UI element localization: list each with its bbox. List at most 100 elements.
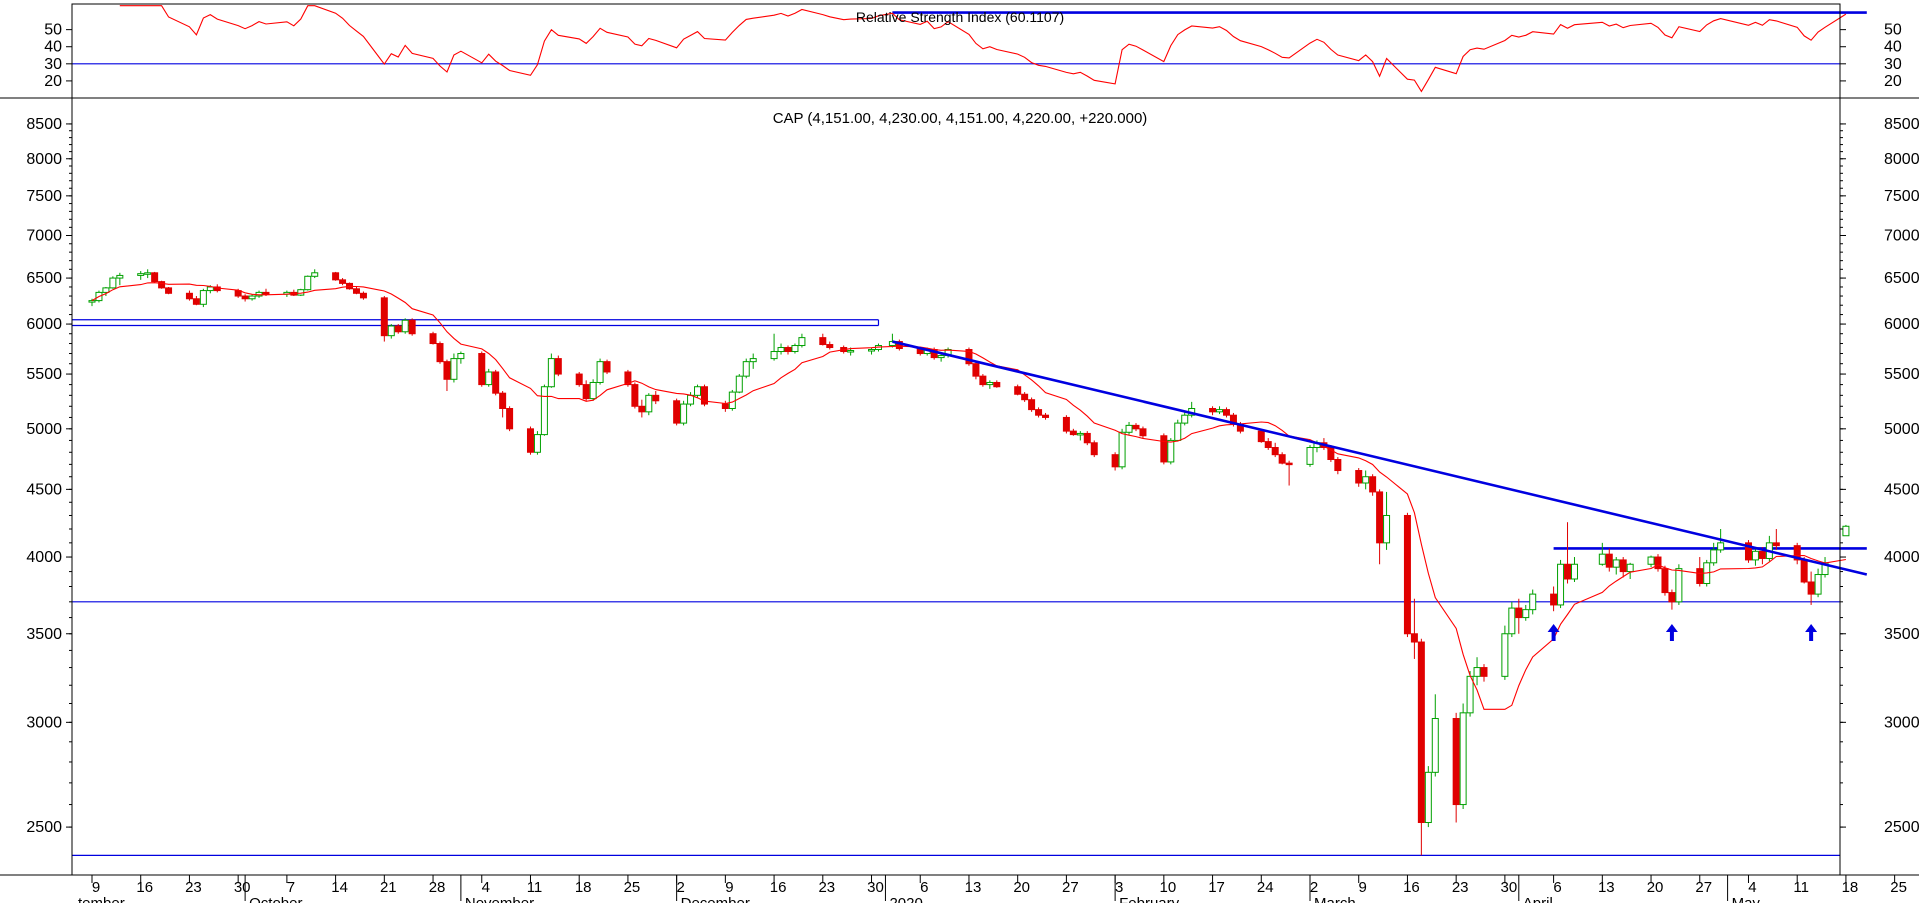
candle-body — [1522, 609, 1530, 619]
x-day-label: 30 — [234, 879, 251, 896]
x-month-label: April — [1523, 895, 1553, 903]
x-day-label: 27 — [1695, 879, 1712, 896]
candle-body — [582, 384, 590, 400]
downtrend-line — [892, 340, 1868, 576]
price-tick-label-left: 3500 — [26, 626, 62, 643]
candle-body — [394, 325, 402, 333]
candle-body — [1466, 675, 1474, 714]
x-day-label: 16 — [1403, 879, 1420, 896]
candle-body — [1222, 409, 1230, 416]
candle-body — [401, 319, 409, 333]
candle-body — [721, 403, 729, 409]
price-tick-label-left: 3000 — [26, 714, 62, 731]
candle-body — [1598, 553, 1606, 565]
candle-body — [847, 350, 855, 353]
rsi-tick-label-left: 30 — [44, 56, 62, 73]
candle-body — [1216, 409, 1224, 413]
candle-body — [436, 343, 444, 363]
x-day-label: 20 — [1013, 879, 1030, 896]
candle-body — [1793, 545, 1801, 561]
candle-body — [165, 287, 173, 294]
moving-average-layer — [91, 282, 1846, 710]
candle-body — [1744, 542, 1752, 561]
up-arrow-icon — [1665, 623, 1678, 641]
x-day-label: 3 — [1115, 879, 1123, 896]
candle-body — [380, 297, 388, 337]
candle-body — [387, 325, 395, 337]
x-day-label: 23 — [1452, 879, 1469, 896]
candle-body — [652, 394, 660, 402]
x-day-label: 30 — [1501, 879, 1518, 896]
x-day-label: 25 — [1890, 879, 1907, 896]
candle-body — [700, 386, 708, 405]
candle-body — [993, 381, 1001, 388]
candle-body — [784, 347, 792, 353]
candle-body — [429, 333, 437, 345]
candle-body — [770, 351, 778, 360]
candle-body — [645, 394, 653, 413]
candle-body — [1570, 563, 1578, 580]
rsi-tick-label-right: 20 — [1884, 73, 1902, 90]
candle-body — [1035, 409, 1043, 416]
candle-body — [540, 386, 548, 436]
x-day-label: 11 — [1793, 879, 1809, 896]
x-day-label: 9 — [92, 879, 100, 896]
x-day-label: 30 — [867, 879, 884, 896]
candle-body — [1772, 542, 1780, 547]
candle-body — [937, 355, 945, 359]
candle-body — [1612, 559, 1620, 568]
candle-body — [241, 295, 249, 300]
candle-body — [1264, 441, 1272, 449]
candle-body — [1515, 607, 1523, 619]
price-tick-label-left: 2500 — [26, 819, 62, 836]
candle-body — [1334, 459, 1342, 472]
x-day-label: 25 — [624, 879, 641, 896]
candle-body — [1557, 563, 1565, 606]
candle-body — [457, 353, 465, 360]
candle-body — [972, 363, 980, 377]
candle-body — [1125, 424, 1133, 433]
candle-body — [742, 361, 750, 377]
x-day-label: 9 — [725, 879, 733, 896]
up-arrow-icon — [1805, 623, 1818, 641]
candle-body — [1083, 432, 1091, 444]
candle-body — [1174, 422, 1182, 441]
x-month-label: February — [1119, 895, 1180, 903]
candle-body — [777, 347, 785, 353]
candle-body — [819, 337, 827, 346]
price-tick-label-left: 7500 — [26, 188, 62, 205]
candle-body — [791, 345, 799, 353]
x-day-label: 16 — [770, 879, 787, 896]
candle-body — [1417, 641, 1425, 824]
x-day-label: 21 — [380, 879, 397, 896]
price-tick-label-left: 8500 — [26, 116, 62, 133]
x-day-label: 7 — [287, 879, 295, 896]
candle-body — [638, 405, 646, 413]
candle-body — [359, 292, 367, 299]
candle-body — [526, 428, 534, 453]
x-month-label: tember — [78, 895, 125, 903]
rsi-layer — [72, 5, 1867, 93]
candle-body — [492, 371, 500, 394]
candle-body — [1564, 563, 1572, 580]
candle-body — [1842, 525, 1850, 537]
candle-body — [1668, 592, 1676, 603]
candle-body — [533, 434, 541, 453]
candle-body — [798, 337, 806, 347]
x-day-label: 6 — [920, 879, 928, 896]
candle-body — [624, 371, 632, 386]
candles-layer — [88, 269, 1850, 856]
arrow-layer — [1547, 623, 1818, 641]
price-tick-label-left: 6000 — [26, 316, 62, 333]
x-month-label: May — [1732, 895, 1761, 903]
candle-body — [408, 319, 416, 335]
price-tick-label-right: 7000 — [1884, 227, 1919, 244]
candle-body — [1355, 470, 1363, 484]
candle-body — [694, 386, 702, 396]
frame-layer — [0, 3, 1919, 876]
candle-body — [1403, 514, 1411, 635]
candle-body — [631, 384, 639, 407]
x-day-label: 20 — [1647, 879, 1664, 896]
candle-body — [1424, 771, 1432, 824]
